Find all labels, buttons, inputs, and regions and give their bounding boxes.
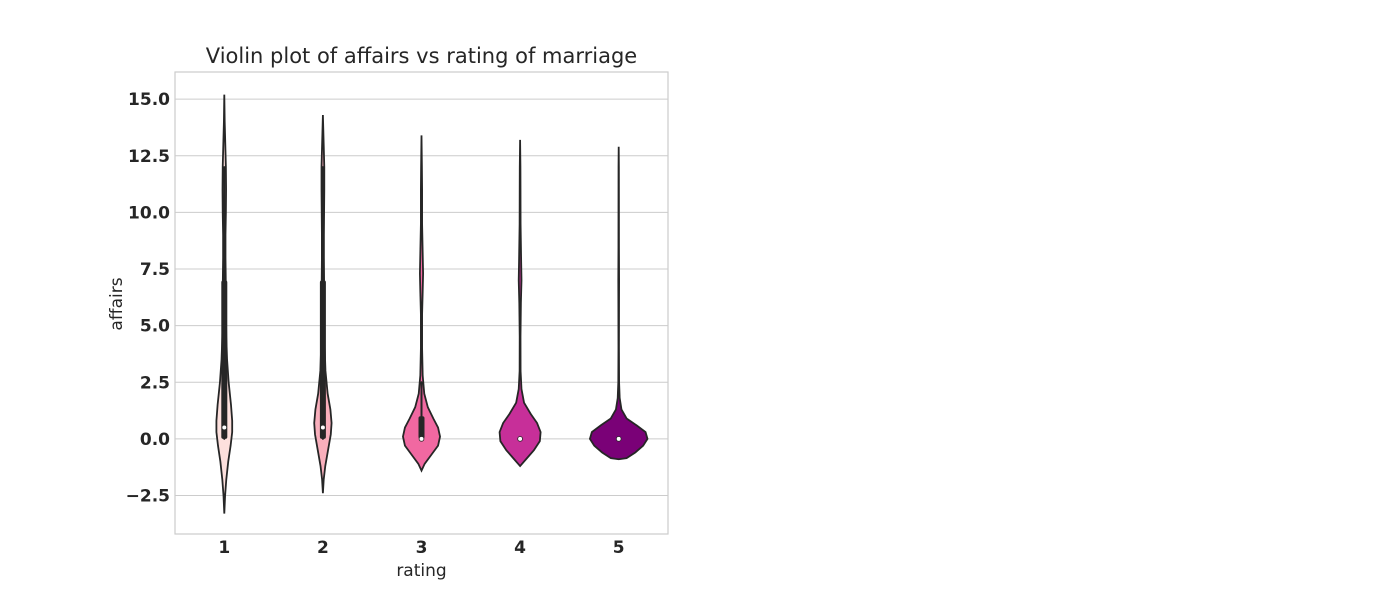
y-tick-label: −2.5	[126, 487, 170, 507]
violins	[215, 94, 649, 514]
violin-iqr-box	[319, 280, 326, 439]
violin-iqr-box	[221, 280, 228, 439]
x-tick-label: 3	[416, 538, 428, 558]
y-tick-label: 10.0	[128, 203, 170, 223]
x-tick-labels: 1 2 3 4 5	[218, 538, 624, 558]
x-tick-label: 5	[613, 538, 625, 558]
violin-3	[402, 135, 441, 473]
violin-1	[215, 94, 234, 514]
x-axis-label: rating	[396, 561, 446, 581]
violin-iqr-box	[418, 416, 425, 439]
chart-title: Violin plot of affairs vs rating of marr…	[206, 44, 637, 68]
violin-median-dot	[615, 436, 622, 442]
x-tick-label: 4	[514, 538, 526, 558]
violin-2	[313, 115, 333, 494]
plot-frame	[174, 71, 669, 535]
y-tick-label: 0.0	[140, 430, 170, 450]
violin-median-dot	[221, 424, 228, 431]
y-tick-label: 12.5	[128, 147, 170, 167]
y-axis-label: affairs	[107, 277, 127, 330]
violin-median-dot	[320, 424, 326, 431]
y-tick-label: 5.0	[140, 317, 170, 337]
y-tick-labels: −2.5 0.0 2.5 5.0 7.5 10.0 12.5 15.0	[126, 90, 171, 506]
x-tick-label: 2	[317, 538, 329, 558]
y-tick-label: 15.0	[128, 90, 170, 110]
y-tick-label: 2.5	[140, 373, 170, 393]
violin-median-dot	[418, 436, 425, 442]
violin-body	[402, 135, 441, 473]
violin-4	[498, 139, 542, 468]
violin-5	[588, 146, 649, 461]
y-tick-label: 7.5	[140, 260, 170, 280]
violin-median-dot	[517, 436, 523, 442]
violin-body	[498, 139, 542, 468]
violin-body	[588, 146, 649, 461]
x-tick-label: 1	[218, 538, 230, 558]
